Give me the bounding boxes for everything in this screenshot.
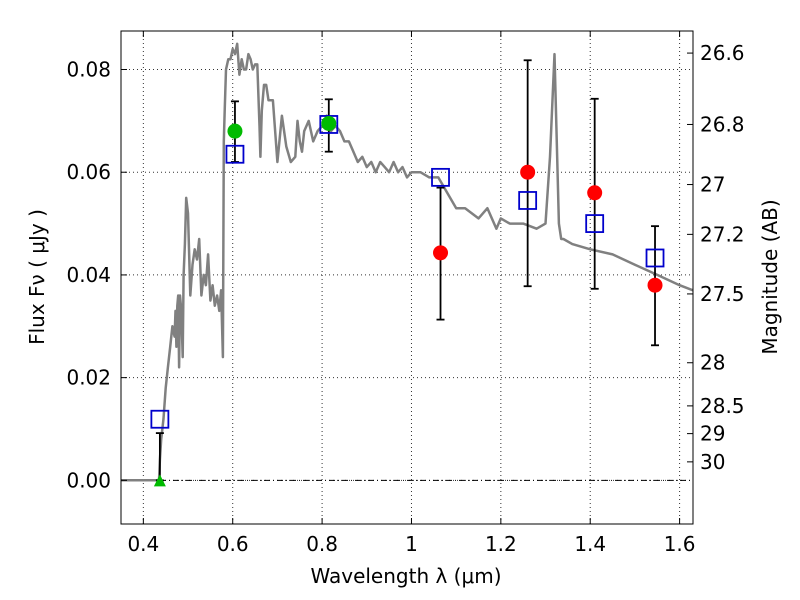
observed-flux-point bbox=[321, 115, 337, 131]
right-tick-label: 30 bbox=[700, 450, 725, 474]
y-axis-label: Flux Fν ( μJy ) bbox=[25, 209, 49, 345]
observed-flux-point bbox=[227, 123, 243, 139]
model-flux-square bbox=[518, 191, 538, 210]
plot-area bbox=[121, 42, 693, 487]
model-flux-square bbox=[150, 409, 170, 429]
x-tick-label: 1.4 bbox=[574, 532, 606, 556]
observed-flux-point bbox=[433, 245, 449, 261]
observed-flux-point bbox=[520, 164, 536, 180]
y-tick-label: 0.06 bbox=[66, 160, 111, 184]
x-tick-label: 0.6 bbox=[217, 532, 249, 556]
model-spectrum-line bbox=[121, 42, 693, 482]
plot-frame bbox=[120, 30, 694, 525]
right-tick-label: 27.2 bbox=[700, 222, 745, 246]
x-tick-label: 1.2 bbox=[485, 532, 517, 556]
x-axis-label: Wavelength λ (μm) bbox=[310, 564, 501, 588]
model-flux-square bbox=[645, 248, 665, 268]
grid-lines bbox=[121, 31, 693, 524]
observed-flux-point bbox=[587, 185, 603, 201]
right-tick-label: 27.5 bbox=[700, 282, 745, 306]
right-tick-label: 26.8 bbox=[700, 112, 745, 136]
x-axis-ticks: 0.4 0.6 0.8 1 1.2 1.4 1.6 bbox=[127, 31, 696, 556]
observed-flux-point bbox=[647, 277, 663, 293]
model-flux-square bbox=[225, 144, 245, 164]
right-tick-label: 26.6 bbox=[700, 41, 745, 65]
y-tick-label: 0.04 bbox=[66, 263, 111, 287]
y-tick-label: 0.08 bbox=[66, 58, 111, 82]
model-flux-square bbox=[585, 214, 605, 233]
x-tick-label: 0.8 bbox=[306, 532, 338, 556]
x-tick-label: 1.6 bbox=[664, 532, 696, 556]
y-tick-label: 0.00 bbox=[66, 468, 111, 492]
y-axis-ticks: 0.00 0.02 0.04 0.06 0.08 bbox=[66, 58, 127, 492]
x-tick-label: 0.4 bbox=[127, 532, 159, 556]
right-tick-label: 28 bbox=[700, 351, 725, 375]
upper-limit-marker bbox=[153, 474, 166, 487]
right-tick-label: 29 bbox=[700, 422, 725, 446]
model-flux-square bbox=[431, 167, 450, 187]
right-axis-ticks: 26.6 26.8 27 27.2 27.5 28 28.5 29 30 bbox=[687, 41, 745, 474]
right-axis-label: Magnitude (AB) bbox=[758, 199, 782, 354]
right-tick-label: 28.5 bbox=[700, 394, 745, 418]
right-tick-label: 27 bbox=[700, 173, 725, 197]
y-tick-label: 0.02 bbox=[66, 366, 111, 390]
x-tick-label: 1 bbox=[405, 532, 418, 556]
